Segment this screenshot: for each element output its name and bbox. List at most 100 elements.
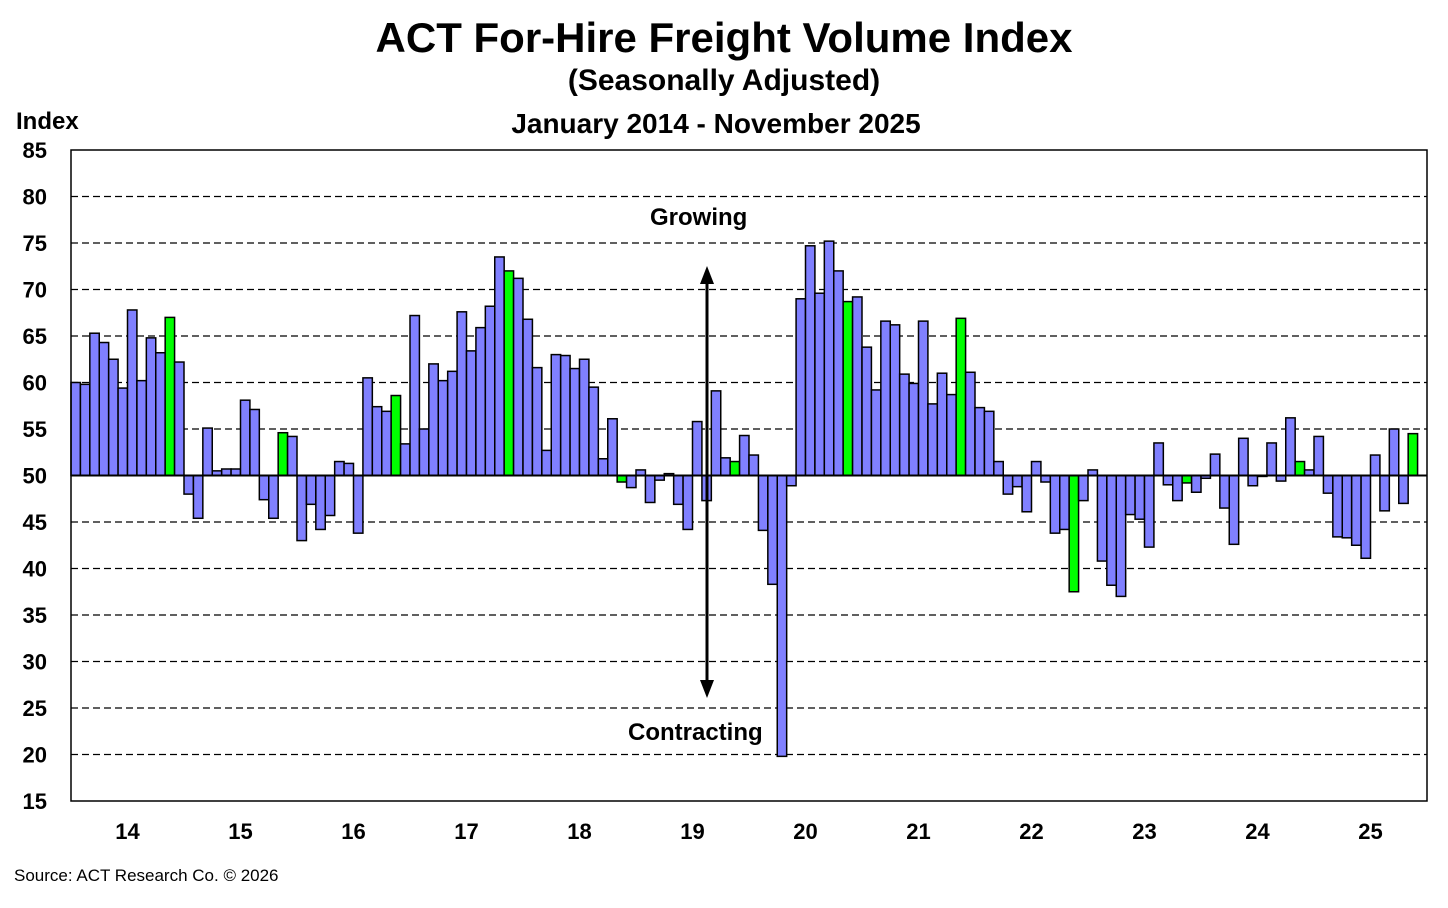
x-tick-label: 22 xyxy=(1019,819,1043,844)
bar xyxy=(418,428,430,477)
arrow-up-icon xyxy=(700,266,714,284)
bar xyxy=(1030,460,1042,477)
bar xyxy=(126,309,138,477)
bar xyxy=(1407,432,1419,477)
bar xyxy=(927,403,939,477)
bar xyxy=(691,420,703,477)
bar xyxy=(588,386,600,477)
bar xyxy=(729,460,741,477)
y-tick-label: 40 xyxy=(23,557,47,582)
bar xyxy=(1181,474,1193,484)
bar xyxy=(842,300,854,477)
bar xyxy=(625,474,637,489)
bar xyxy=(917,320,929,477)
bar xyxy=(465,350,477,477)
bar xyxy=(1398,474,1409,505)
bar xyxy=(1313,435,1325,477)
bar xyxy=(192,474,204,520)
bar xyxy=(767,474,778,586)
bar xyxy=(381,410,392,477)
bar xyxy=(1068,474,1080,593)
bar xyxy=(597,458,609,477)
x-tick-label: 17 xyxy=(454,819,478,844)
bar xyxy=(785,474,797,487)
bar xyxy=(1237,437,1249,477)
y-tick-label: 35 xyxy=(23,603,47,628)
date-range: January 2014 - November 2025 xyxy=(511,108,921,139)
bar xyxy=(1369,454,1381,477)
bar xyxy=(541,449,552,477)
bar xyxy=(1219,474,1231,509)
y-tick-label: 85 xyxy=(23,138,47,163)
bar xyxy=(1360,474,1372,560)
bar xyxy=(1011,474,1023,488)
bar xyxy=(239,399,251,477)
bar xyxy=(362,377,374,477)
bar xyxy=(446,370,458,477)
x-tick-label: 18 xyxy=(567,819,591,844)
x-tick-label: 25 xyxy=(1358,819,1382,844)
bar xyxy=(1379,474,1391,512)
bar xyxy=(983,410,995,477)
bar xyxy=(1153,442,1165,477)
bar xyxy=(249,408,261,477)
bar xyxy=(324,474,336,517)
x-tick-label: 14 xyxy=(115,819,140,844)
y-tick-label: 20 xyxy=(23,743,47,768)
bar xyxy=(512,277,524,477)
bar xyxy=(710,390,722,477)
bar xyxy=(352,474,364,534)
x-tick-label: 15 xyxy=(228,819,252,844)
bar xyxy=(136,379,148,477)
bar xyxy=(1049,474,1061,534)
bar xyxy=(202,427,213,477)
bar xyxy=(559,354,571,477)
bar xyxy=(1294,460,1306,477)
bar xyxy=(1162,474,1174,486)
bar xyxy=(98,341,110,477)
bar xyxy=(268,474,279,520)
bar xyxy=(1143,474,1155,548)
bar xyxy=(644,474,656,504)
bar xyxy=(371,405,383,477)
bar xyxy=(1322,474,1334,494)
bar xyxy=(1341,474,1353,539)
bar xyxy=(1388,428,1400,477)
bar xyxy=(946,393,957,477)
bar xyxy=(409,314,421,477)
bar xyxy=(107,358,119,477)
bar xyxy=(277,431,289,477)
bar xyxy=(1172,474,1183,502)
bar xyxy=(607,418,618,477)
bar xyxy=(720,457,731,477)
y-tick-label: 80 xyxy=(23,185,47,210)
bar xyxy=(880,320,891,477)
bar xyxy=(475,326,487,477)
bar xyxy=(974,406,986,477)
bar xyxy=(1134,474,1146,520)
bar xyxy=(296,474,308,542)
bar xyxy=(437,379,449,477)
bar xyxy=(456,311,468,477)
y-tick-label: 30 xyxy=(23,650,47,675)
source-note: Source: ACT Research Co. © 2026 xyxy=(14,866,279,885)
x-tick-label: 23 xyxy=(1132,819,1156,844)
bar xyxy=(964,371,976,477)
annotation-growing: Growing xyxy=(650,204,748,231)
bar xyxy=(70,381,82,477)
chart-title: ACT For-Hire Freight Volume Index xyxy=(375,14,1073,61)
y-tick-label: 70 xyxy=(23,278,47,303)
bar xyxy=(333,460,345,477)
y-axis-label: Index xyxy=(16,108,79,135)
y-tick-label: 50 xyxy=(23,464,47,489)
y-tick-label: 65 xyxy=(23,324,47,349)
bar xyxy=(1115,474,1127,598)
bar xyxy=(748,454,760,477)
bar xyxy=(1209,453,1221,477)
bar xyxy=(1247,474,1259,487)
plot-border xyxy=(70,149,1428,802)
y-tick-label: 45 xyxy=(23,510,47,535)
bar xyxy=(993,460,1004,477)
